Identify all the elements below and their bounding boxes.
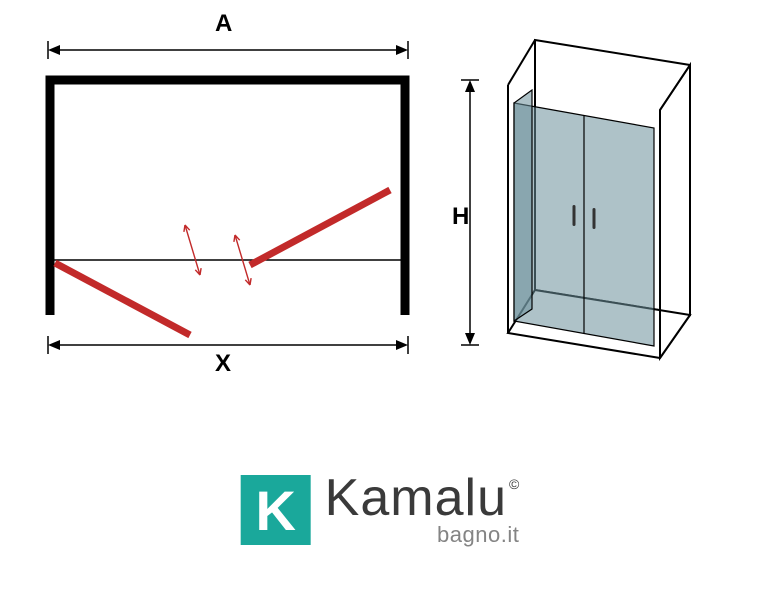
diagrams: A X H — [0, 10, 760, 390]
copyright-icon: © — [509, 476, 519, 492]
swing-arrows — [184, 225, 251, 285]
plan-frame — [46, 76, 410, 316]
logo-mark: K — [241, 475, 311, 545]
logo-letter: K — [255, 478, 295, 543]
label-h: H — [452, 203, 469, 231]
label-x: X — [215, 350, 231, 378]
logo-tagline: bagno.it — [325, 522, 520, 548]
door-left — [55, 263, 190, 335]
logo-text: Kamalu © bagno.it — [325, 472, 520, 548]
iso-diagram — [440, 10, 740, 380]
door-right — [250, 190, 390, 265]
shower-enclosure — [508, 40, 690, 358]
label-a: A — [215, 10, 232, 38]
brand-logo: K Kamalu © bagno.it — [241, 472, 520, 548]
logo-name: Kamalu — [325, 472, 507, 524]
plan-diagram — [10, 10, 440, 380]
dimension-a — [48, 41, 408, 59]
